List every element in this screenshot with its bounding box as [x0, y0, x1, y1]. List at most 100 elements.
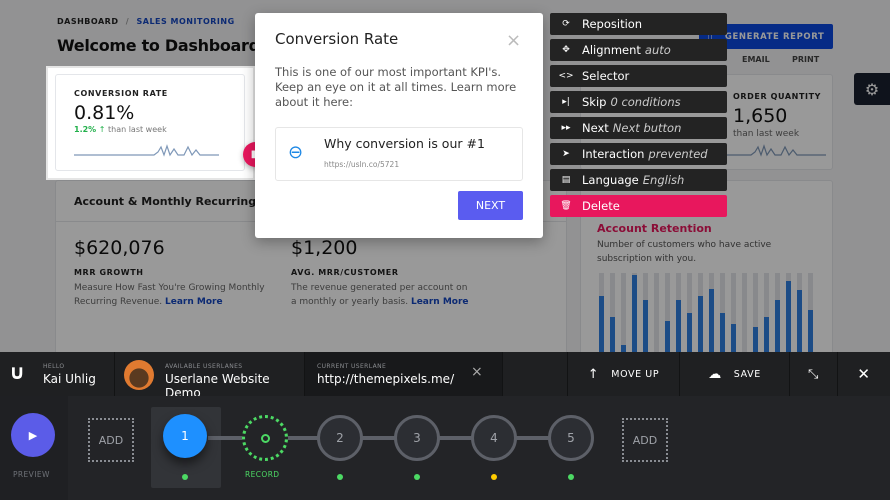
retention-bar: [731, 324, 736, 354]
retention-bar: [764, 317, 769, 354]
menu-item-language[interactable]: ▤ Language English: [550, 169, 727, 191]
arrow-up-icon: ↑: [96, 125, 108, 134]
move-up-button[interactable]: ↑ MOVE UP: [568, 352, 680, 396]
menu-item-label: Reposition: [582, 17, 643, 31]
menu-item-value: English: [642, 173, 685, 187]
add-step-button[interactable]: ADD: [88, 418, 134, 462]
arrow-up-icon: ↑: [587, 366, 600, 382]
menu-item-alignment[interactable]: ✥ Alignment auto: [550, 39, 727, 61]
step-status-dot: [414, 474, 420, 480]
popup-link-card[interactable]: ⊖ Why conversion is our #1 https://usln.…: [275, 127, 523, 181]
mrr-growth-value: $620,076: [74, 237, 165, 259]
menu-item-skip[interactable]: ▸| Skip 0 conditions: [550, 91, 727, 113]
menu-item-value: prevented: [648, 147, 708, 161]
save-button[interactable]: ☁ SAVE: [680, 352, 790, 396]
bar-track: [742, 273, 747, 354]
next-button[interactable]: NEXT: [458, 191, 523, 220]
menu-item-label: Delete: [582, 199, 620, 213]
current-userlane-url: http://themepixels.me/: [317, 372, 455, 386]
record-button[interactable]: [242, 415, 288, 461]
retention-bar: [610, 317, 615, 354]
retention-bar-chart: [599, 273, 814, 354]
record-label: RECORD: [245, 470, 280, 479]
avatar: [124, 360, 154, 390]
popup-body: This is one of our most important KPI's.…: [275, 65, 517, 109]
order-value: 1,650: [733, 105, 788, 127]
preview-label: PREVIEW: [13, 470, 50, 479]
step-status-dot: [337, 474, 343, 480]
menu-item-interaction[interactable]: ➤ Interaction prevented: [550, 143, 727, 165]
mrr-heading: Account & Monthly Recurring Reve: [74, 195, 291, 208]
menu-item-selector[interactable]: <> Selector: [550, 65, 727, 87]
step-status-dot: [491, 474, 497, 480]
menu-item-label: Language: [582, 173, 639, 187]
step-2[interactable]: 2: [317, 415, 363, 461]
collapse-icon[interactable]: ⤡: [790, 352, 838, 396]
step-1[interactable]: 1: [163, 414, 207, 458]
retention-bar: [632, 275, 637, 354]
retention-bar: [687, 312, 692, 354]
conversion-rate-card: CONVERSION RATE 0.81% 1.2% ↑ than last w…: [55, 74, 245, 171]
bar-track: [665, 273, 670, 354]
mrr-growth-desc: Measure How Fast You're Growing Monthly …: [74, 283, 265, 307]
user-section: ∪ HELLO Kai Uhlig: [0, 352, 115, 396]
close-editor-icon[interactable]: ✕: [857, 365, 871, 383]
available-userlanes[interactable]: AVAILABLE USERLANES Userlane Website Dem…: [115, 352, 305, 400]
trash-icon: 🗑: [560, 201, 572, 211]
retention-heading: Account Retention: [597, 222, 712, 235]
step-3[interactable]: 3: [394, 415, 440, 461]
avg-mrr-desc: The revenue generated per account on a m…: [291, 283, 468, 307]
gear-icon[interactable]: ⚙: [854, 73, 890, 105]
available-label: AVAILABLE USERLANES: [165, 363, 243, 370]
retention-bar: [720, 312, 725, 354]
bar-track: [654, 273, 659, 354]
bar-track: [753, 273, 758, 354]
step-4[interactable]: 4: [471, 415, 517, 461]
avg-mrr-value: $1,200: [291, 237, 358, 259]
menu-item-next[interactable]: ▸▸ Next Next button: [550, 117, 727, 139]
editor-toolbar: ∪ HELLO Kai Uhlig AVAILABLE USERLANES Us…: [0, 352, 890, 400]
step-5[interactable]: 5: [548, 415, 594, 461]
alignment-icon: ✥: [562, 45, 570, 55]
play-icon[interactable]: ▶: [11, 413, 55, 457]
user-name: Kai Uhlig: [43, 372, 96, 386]
breadcrumb-root[interactable]: DASHBOARD: [57, 17, 119, 26]
retention-bar: [797, 290, 802, 354]
bar-track: [764, 273, 769, 354]
retention-bar: [753, 326, 758, 354]
highlighted-element[interactable]: CONVERSION RATE 0.81% 1.2% ↑ than last w…: [48, 68, 253, 178]
save-label: SAVE: [733, 368, 761, 380]
add-step-button[interactable]: ADD: [622, 418, 668, 462]
retention-bar: [786, 280, 791, 354]
record-icon: [260, 433, 270, 443]
menu-item-reposition[interactable]: ⟳ Reposition: [550, 13, 727, 35]
close-icon[interactable]: ×: [471, 364, 483, 380]
conversion-label: CONVERSION RATE: [74, 89, 168, 98]
retention-bar: [808, 310, 813, 354]
hello-label: HELLO: [43, 363, 65, 370]
conversion-sparkline: [74, 144, 219, 157]
close-icon[interactable]: ×: [506, 30, 522, 51]
avg-mrr-label: AVG. MRR/CUSTOMER: [291, 268, 399, 277]
reposition-icon: ⟳: [562, 19, 570, 29]
retention-bar: [775, 300, 780, 354]
account-retention-card: Account Retention Number of customers wh…: [580, 180, 833, 355]
language-icon: ▤: [561, 175, 571, 185]
bar-track: [621, 273, 626, 354]
menu-item-delete[interactable]: 🗑 Delete: [550, 195, 727, 217]
current-userlane: CURRENT USERLANE http://themepixels.me/ …: [305, 352, 503, 396]
conversion-change: 1.2% ↑ than last week: [74, 125, 167, 134]
learn-more-link[interactable]: Learn More: [165, 297, 223, 307]
retention-bar: [709, 289, 714, 354]
menu-item-label: Interaction: [582, 147, 645, 161]
retention-bar: [599, 296, 604, 354]
print-button[interactable]: PRINT: [792, 55, 820, 64]
order-label: ORDER QUANTITY: [733, 92, 822, 101]
menu-item-label: Selector: [582, 69, 630, 83]
change-suffix: than last week: [107, 125, 167, 134]
selector-icon: <>: [558, 71, 574, 81]
learn-more-link[interactable]: Learn More: [410, 297, 469, 307]
email-button[interactable]: EMAIL: [742, 55, 770, 64]
current-label: CURRENT USERLANE: [317, 363, 387, 370]
